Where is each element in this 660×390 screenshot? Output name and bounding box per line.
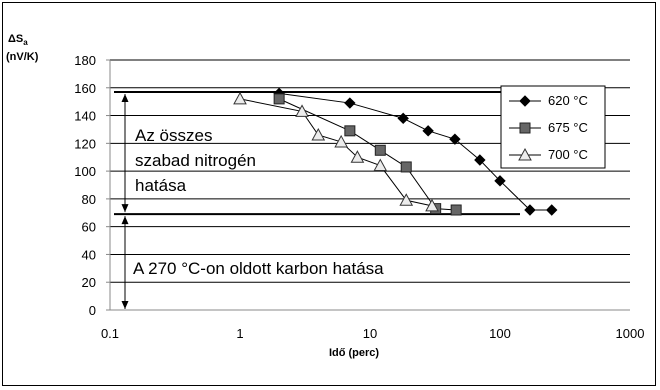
series-1-point-5: [449, 133, 461, 145]
axes: [109, 60, 630, 311]
arrow-nitrogen-range: [121, 93, 129, 213]
series-2-point-3: [374, 144, 386, 156]
annotation-line-4: A 270 °C-on oldott karbon hatása: [133, 259, 384, 278]
legend-label-675: 675 °C: [548, 120, 588, 135]
annotation-line-3: hatása: [135, 176, 187, 195]
arrow-nitrogen-range-head-top: [121, 93, 129, 102]
series-3-point-6: [373, 158, 388, 172]
series-2-point-2: [344, 125, 356, 137]
legend-marker-1: [519, 95, 531, 107]
annotation-line-1: Az összes: [135, 126, 212, 145]
x-tick-label-0.1: 0.1: [101, 326, 119, 341]
arrow-carbon-range-head-bottom: [121, 301, 129, 309]
y-tick-label-20: 20: [82, 275, 96, 290]
x-tick-labels: 0.1 1 10 100 1000: [101, 326, 645, 341]
series-1-point-8: [524, 204, 536, 216]
series-1-point-2: [344, 97, 356, 109]
y-tick-label-0: 0: [89, 303, 96, 318]
series-1-point-4: [422, 125, 434, 137]
x-tick-label-1: 1: [236, 326, 243, 341]
series-1-point-6: [474, 154, 486, 166]
legend: 620 °C 675 °C 700 °C: [500, 85, 606, 169]
arrow-carbon-range: [121, 216, 129, 309]
series-3-point-2: [295, 104, 309, 117]
series-3-point-3: [311, 127, 326, 141]
chart-frame: [2, 2, 656, 386]
y-tick-label-160: 160: [74, 81, 96, 96]
series-2-point-4: [400, 161, 412, 173]
x-tick-label-1000: 1000: [616, 326, 645, 341]
series-3: [233, 91, 439, 212]
legend-marker-2: [519, 122, 531, 134]
y-tick-label-100: 100: [74, 164, 96, 179]
series-2-point-6: [450, 204, 462, 216]
series-2-point-1: [273, 93, 285, 105]
series-3-point-5: [350, 150, 365, 163]
y-tick-labels: 0 20 40 60 80 100 120 140 160 180: [74, 53, 96, 318]
legend-marker-3: [518, 147, 532, 161]
legend-label-620: 620 °C: [548, 93, 588, 108]
y-tick-label-180: 180: [74, 53, 96, 68]
series: [233, 87, 558, 216]
series-3-point-1: [233, 91, 247, 105]
range-arrows: [121, 93, 129, 309]
gridlines: [106, 59, 630, 311]
series-3-point-8: [425, 198, 439, 212]
series-1-point-9: [546, 204, 558, 216]
y-tick-label-120: 120: [74, 136, 96, 151]
series-3-point-7: [399, 193, 414, 206]
x-axis-title: Idő (perc): [329, 347, 379, 359]
annotation-line-2: szabad nitrogén: [135, 151, 256, 170]
series-3-point-4: [334, 134, 349, 148]
x-tick-label-10: 10: [363, 326, 377, 341]
series-1-point-3: [397, 112, 409, 125]
y-axis-title: ΔSa: [8, 33, 28, 47]
x-tick-label-100: 100: [489, 326, 511, 341]
arrow-carbon-range-head-top: [121, 216, 129, 225]
legend-label-700: 700 °C: [548, 147, 588, 162]
y-axis-unit: (nV/K): [6, 51, 39, 63]
legend-box: [500, 85, 606, 169]
y-axis-title-symbol: ΔS: [8, 33, 23, 45]
arrow-nitrogen-range-head-bottom: [121, 204, 129, 213]
y-tick-label-40: 40: [82, 247, 96, 262]
y-tick-label-80: 80: [82, 192, 96, 207]
y-tick-label-140: 140: [74, 109, 96, 124]
y-tick-label-60: 60: [82, 220, 96, 235]
y-axis-title-subscript: a: [23, 38, 28, 47]
series-1-point-7: [494, 175, 506, 187]
